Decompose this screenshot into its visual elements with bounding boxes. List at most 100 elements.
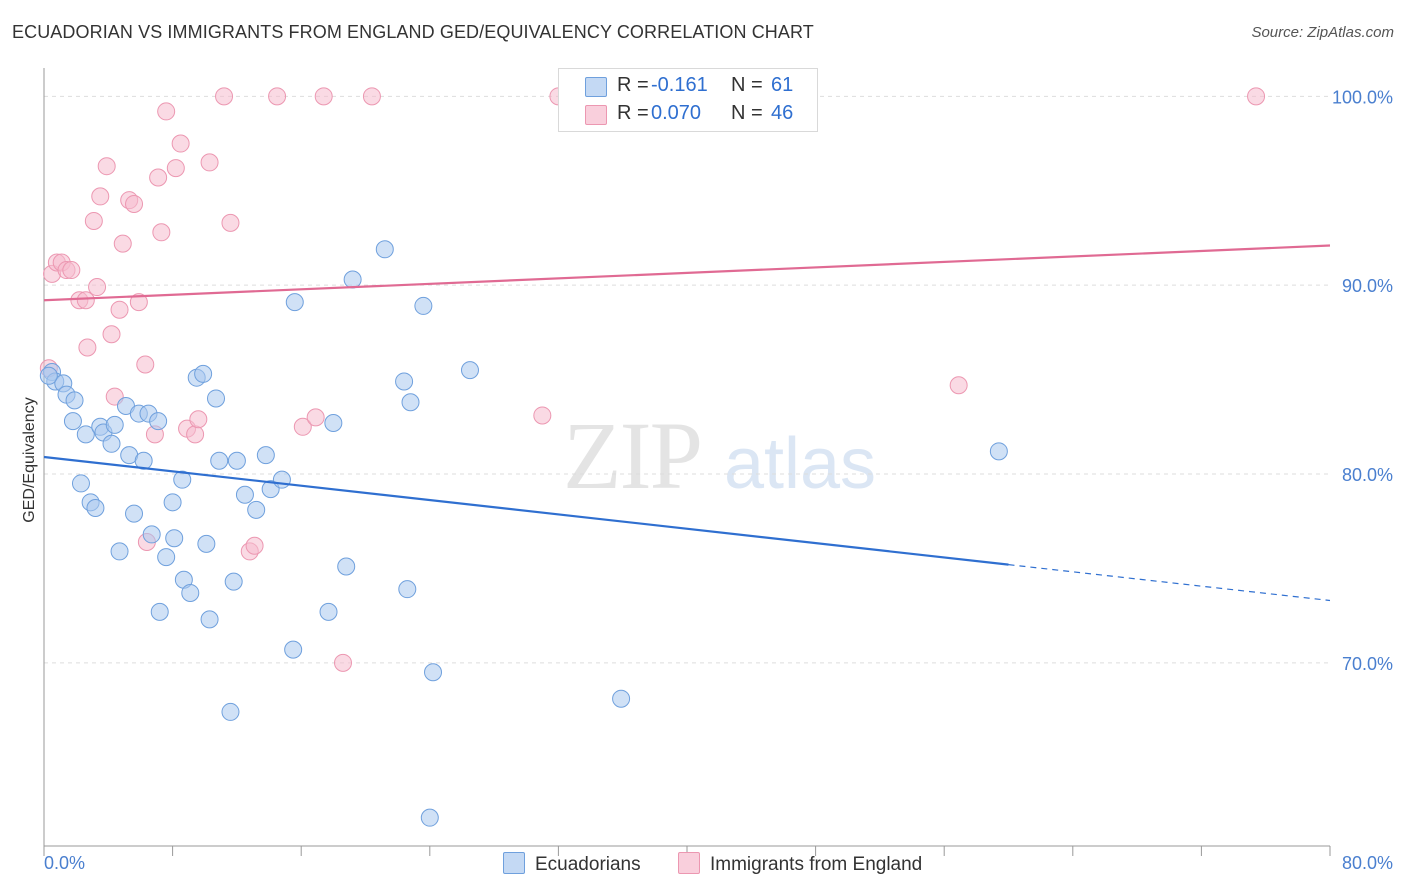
- ecuadorian-point: [200, 610, 219, 629]
- ecuadorian-point: [272, 470, 291, 489]
- bottom-legend-swatch-ecuadorians: [503, 852, 525, 874]
- england-point: [186, 425, 205, 444]
- bottom-legend-ecuadorians: Ecuadorians: [503, 852, 641, 876]
- england-point: [533, 406, 552, 425]
- legend-r-label: R =: [617, 74, 649, 96]
- legend-r-value: -0.161: [651, 74, 708, 96]
- england-point: [129, 293, 148, 312]
- england-point: [1247, 87, 1266, 106]
- bottom-legend-label-ecuadorians: Ecuadorians: [535, 854, 641, 875]
- ecuadorian-point: [142, 525, 161, 544]
- england-point: [333, 653, 352, 672]
- ecuadorian-point: [163, 493, 182, 512]
- england-point: [76, 291, 95, 310]
- ecuadorian-point: [165, 529, 184, 548]
- ecuadorian-point: [207, 389, 226, 408]
- ecuadorian-point: [181, 583, 200, 602]
- england-point: [62, 261, 81, 280]
- y-tick-label: 80.0%: [1342, 465, 1393, 485]
- ecuadorians-trendline: [43, 455, 1009, 566]
- bottom-legend-label-england: Immigrants from England: [710, 854, 923, 875]
- england-point: [152, 223, 171, 242]
- england-point: [78, 338, 97, 357]
- england-point: [110, 300, 129, 319]
- watermark-atlas: atlas: [724, 424, 876, 504]
- england-point: [268, 87, 287, 106]
- ecuadorian-point: [227, 451, 246, 470]
- ecuadorian-point: [221, 702, 240, 721]
- england-trendline: [43, 244, 1331, 302]
- series-england-points: [39, 87, 1266, 672]
- ecuadorian-point: [324, 414, 343, 433]
- ecuadorian-point: [71, 474, 90, 493]
- y-tick-label: 100.0%: [1332, 87, 1393, 107]
- ecuadorian-point: [256, 446, 275, 465]
- legend-swatch-ecuadorians: [585, 77, 607, 97]
- ecuadorian-point: [343, 270, 362, 289]
- ecuadorian-point: [39, 366, 58, 385]
- ecuadorian-point: [319, 602, 338, 621]
- ecuadorian-point: [284, 640, 303, 659]
- legend-n-value: 61: [771, 74, 794, 96]
- england-point: [84, 211, 103, 230]
- ecuadorian-point: [612, 689, 631, 708]
- ecuadorian-point: [102, 434, 121, 453]
- ecuadorian-point: [194, 364, 213, 383]
- england-point: [245, 536, 264, 555]
- ecuadorian-point: [395, 372, 414, 391]
- england-point: [113, 234, 132, 253]
- ecuadorian-point: [210, 451, 229, 470]
- england-point: [102, 325, 121, 344]
- england-point: [189, 410, 208, 429]
- ecuadorian-point: [460, 361, 479, 380]
- ecuadorian-point: [173, 470, 192, 489]
- ecuadorian-point: [398, 580, 417, 599]
- ecuadorian-point: [86, 498, 105, 517]
- x-tick-label: 80.0%: [1342, 853, 1393, 873]
- x-tick-label: 0.0%: [44, 853, 85, 873]
- bottom-legend-swatch-england: [678, 852, 700, 874]
- ecuadorian-point: [157, 548, 176, 567]
- series-ecuadorians-points: [39, 240, 1008, 827]
- ecuadorian-point: [224, 572, 243, 591]
- england-point: [215, 87, 234, 106]
- ecuadorian-point: [424, 663, 443, 682]
- england-point: [949, 376, 968, 395]
- england-point: [97, 157, 116, 176]
- legend-row-england: R = 0.070 N = 46: [559, 100, 817, 128]
- ecuadorian-point: [401, 393, 420, 412]
- bottom-legend-england: Immigrants from England: [678, 852, 922, 876]
- ecuadorian-point: [235, 485, 254, 504]
- legend-n-value: 46: [771, 102, 794, 124]
- england-point: [221, 213, 240, 232]
- england-point: [166, 159, 185, 178]
- ecuadorian-point: [150, 602, 169, 621]
- england-point: [125, 194, 144, 213]
- ecuadorian-point: [420, 808, 439, 827]
- y-tick-label: 70.0%: [1342, 654, 1393, 674]
- england-point: [314, 87, 333, 106]
- ecuadorian-point: [63, 412, 82, 431]
- ecuadorian-point: [247, 500, 266, 519]
- england-point: [306, 408, 325, 427]
- chart-title: ECUADORIAN VS IMMIGRANTS FROM ENGLAND GE…: [12, 22, 814, 42]
- england-point: [136, 355, 155, 374]
- ecuadorian-point: [414, 296, 433, 315]
- ecuadorian-point: [76, 425, 95, 444]
- ecuadorians-trendline-extension: [1008, 564, 1331, 602]
- watermark-zip: ZIP: [563, 402, 701, 509]
- england-point: [149, 168, 168, 187]
- england-point: [293, 417, 312, 436]
- england-point: [362, 87, 381, 106]
- ecuadorian-point: [125, 504, 144, 523]
- watermark: ZIP atlas: [563, 402, 876, 509]
- legend-n-label: N =: [731, 74, 763, 96]
- legend-swatch-england: [585, 105, 607, 125]
- tick-labels: 70.0% 80.0% 90.0% 100.0% 0.0% 80.0%: [44, 87, 1393, 873]
- y-tick-label: 90.0%: [1342, 276, 1393, 296]
- ecuadorian-point: [375, 240, 394, 259]
- legend-row-ecuadorians: R = -0.161 N = 61: [559, 72, 817, 100]
- england-point: [88, 278, 107, 297]
- trendlines: [43, 244, 1331, 602]
